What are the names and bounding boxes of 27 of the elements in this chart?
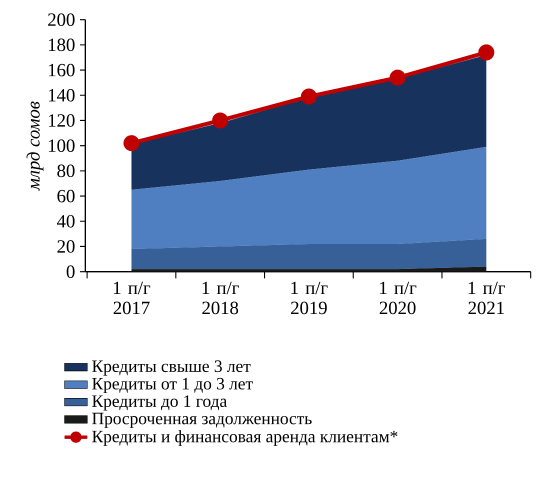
point (390, 70, 406, 86)
point (478, 44, 494, 60)
legend-label: Кредиты и финансовая аренда клиентам* (92, 430, 398, 446)
point (212, 112, 228, 128)
x-tick-label: 1 п/г 2017 (114, 282, 150, 314)
y-tick-label: 20 (57, 240, 75, 253)
y-tick-label: 100 (48, 139, 75, 152)
x-tick-label: 1 п/г 2018 (202, 282, 239, 314)
x-tick-label: 1 п/г 2019 (291, 282, 328, 314)
point (300, 88, 317, 105)
y-tick-label: 80 (57, 164, 75, 178)
y-tick-label: 160 (48, 64, 75, 76)
y-axis-title: млрд сомов (26, 101, 44, 191)
y-tick-label: 60 (57, 190, 75, 202)
y-tick-label: 120 (48, 114, 75, 127)
legend-label: Кредиты свыше 3 лет (92, 360, 251, 376)
y-tick-label: 140 (48, 88, 75, 102)
y-tick-label: 0 (66, 265, 75, 278)
y-tick-label: 40 (56, 214, 75, 228)
point (123, 135, 140, 152)
x-tick-label: 1 п/г 2021 (468, 282, 506, 314)
legend-label: Кредиты от 1 до 3 лет (92, 378, 253, 394)
legend-label: Кредиты до 1 года (92, 395, 227, 410)
y-tick-label: 200 (48, 13, 75, 26)
x-tick-label: 1 п/г 2020 (380, 282, 416, 314)
y-tick-label: 180 (48, 38, 75, 52)
legend-label: Просроченная задолженность (92, 412, 312, 428)
